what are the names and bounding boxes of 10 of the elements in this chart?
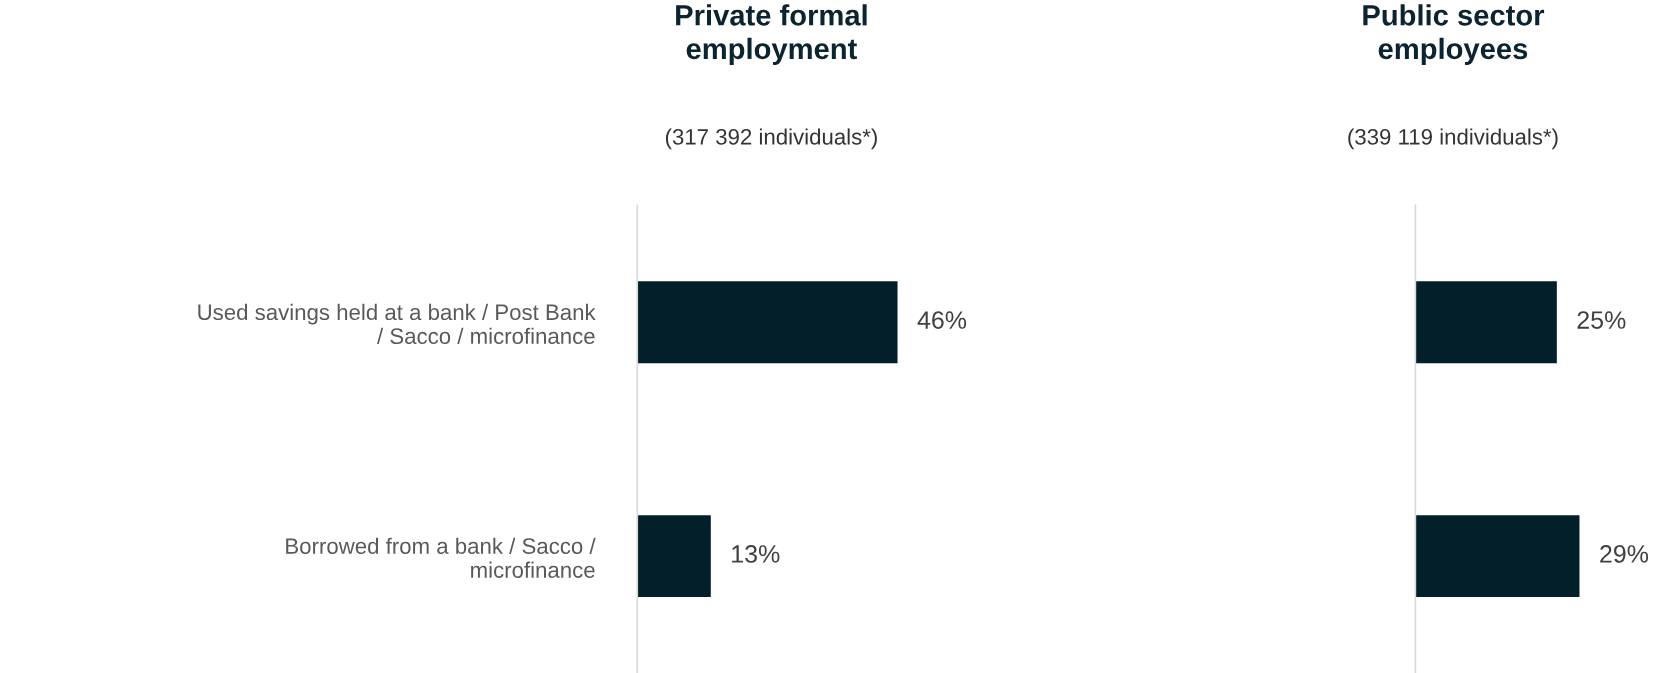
chart-title: Private formal employment: [676, 4, 867, 65]
data-label: 46%: [917, 311, 967, 329]
data-label: 13%: [732, 545, 780, 563]
chart-subtitle: (339 119 individuals*): [1348, 128, 1558, 150]
y-tick-label: Borrowed from a bank / Sacco / microfinance: [286, 537, 596, 578]
data-label: 25%: [1577, 311, 1626, 329]
data-label: 29%: [1600, 545, 1649, 563]
chart-title: Public sector employees: [1363, 4, 1545, 65]
y-tick-label: Used savings held at a bank / Post Bank / Sacco / microfinance: [198, 303, 596, 345]
chart-subtitle: (317 392 individuals*): [665, 128, 877, 150]
